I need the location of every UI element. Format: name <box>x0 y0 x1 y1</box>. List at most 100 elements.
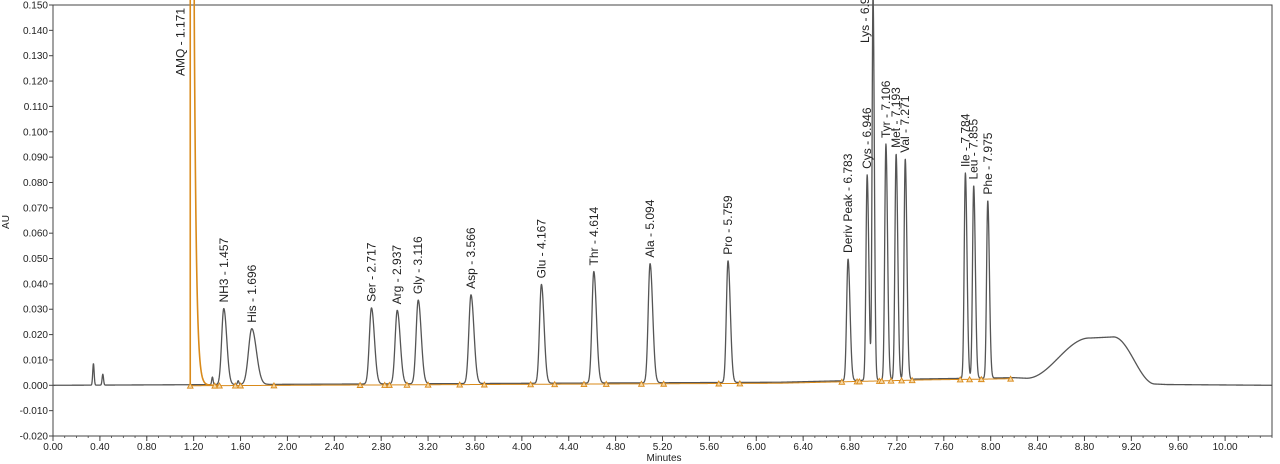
integration-marker <box>838 378 846 385</box>
peak-label: Met - 7.193 <box>889 87 903 148</box>
y-tick-label: 0.100 <box>23 127 48 138</box>
y-tick-label: 0.150 <box>23 1 48 12</box>
integration-marker <box>855 377 863 385</box>
y-tick-label: 0.090 <box>23 153 48 164</box>
y-tick-label: -0.020 <box>20 432 49 443</box>
peak-label: Glu - 4.167 <box>534 219 548 279</box>
x-tick-label: 8.80 <box>1075 442 1095 453</box>
peak-label: Ser - 2.717 <box>364 242 378 302</box>
y-axis-title: AU <box>1 215 12 229</box>
x-tick-label: 6.00 <box>747 442 767 453</box>
x-axis: 0.00 0.40 0.80 1.20 1.60 2.00 2.40 2.80 3.20 3.60… <box>43 436 1273 453</box>
integration-marker <box>186 382 194 389</box>
integration-marker <box>580 380 588 388</box>
peak-label: Pro - 5.759 <box>721 195 735 255</box>
integration-marker <box>977 375 985 383</box>
x-tick-label: 3.60 <box>465 442 485 453</box>
x-tick-label: 7.60 <box>934 442 954 453</box>
y-tick-label: -0.010 <box>20 406 49 417</box>
chromatogram-trace <box>52 0 1273 386</box>
y-tick-label: 0.020 <box>23 330 48 341</box>
y-tick-label: 0.140 <box>23 26 48 37</box>
y-tick-label: 0.080 <box>23 178 48 189</box>
integration-marker <box>898 376 906 384</box>
x-tick-label: 0.00 <box>43 442 63 453</box>
integration-marker <box>231 382 239 389</box>
integration-marker <box>385 381 393 388</box>
integration-marker <box>480 381 488 388</box>
integration-marker <box>908 376 916 384</box>
x-tick-label: 2.00 <box>278 442 298 453</box>
peak-label: Ala - 5.094 <box>643 199 657 257</box>
integration-marker <box>356 381 364 388</box>
integration-marker <box>956 375 964 383</box>
integration-marker <box>211 382 219 389</box>
integration-marker <box>551 380 559 388</box>
peak-label: Phe - 7.975 <box>981 132 995 194</box>
x-tick-label: 2.80 <box>371 442 391 453</box>
integration-marker <box>602 380 610 387</box>
x-tick-label: 8.40 <box>1028 442 1048 453</box>
peak-labels: AMQ - 1.171 NH3 - 1.457 His - 1.696 Ser - 2… <box>173 0 995 323</box>
integration-marker <box>270 381 278 389</box>
integration-baseline <box>190 378 1010 387</box>
y-tick-label: 0.060 <box>23 229 48 240</box>
integration-marker <box>878 377 886 384</box>
x-tick-label: 7.20 <box>887 442 907 453</box>
x-tick-label: 5.60 <box>700 442 720 453</box>
integration-marker <box>381 381 389 388</box>
integration-marker <box>456 381 464 388</box>
x-tick-label: 4.00 <box>512 442 532 453</box>
x-tick-label: 0.80 <box>137 442 157 453</box>
x-axis-title: Minutes <box>646 453 681 464</box>
integration-marker <box>887 377 895 384</box>
x-tick-label: 9.20 <box>1122 442 1142 453</box>
x-tick-label: 3.20 <box>418 442 438 453</box>
integration-marker <box>966 375 974 383</box>
y-tick-label: 0.050 <box>23 254 48 265</box>
integration-markers <box>186 375 1015 389</box>
integration-marker <box>660 380 668 387</box>
y-tick-label: 0.120 <box>23 77 48 88</box>
plot-frame <box>52 4 1273 437</box>
y-axis: 0.150 0.140 0.130 0.120 0.110 0.100 0.090 0.080… <box>20 1 53 443</box>
peak-label: Val - 7.271 <box>898 95 912 152</box>
peak-label: AMQ - 1.171 <box>173 8 187 76</box>
integration-marker <box>1007 375 1015 382</box>
x-tick-label: 5.20 <box>653 442 673 453</box>
peak-label: His - 1.696 <box>245 264 259 322</box>
peak-label: Cys - 6.946 <box>860 107 874 169</box>
peak-label: Ile - 7.784 <box>958 113 972 167</box>
plot-border <box>52 4 1273 437</box>
peak-label: Tyr - 7.106 <box>879 80 893 138</box>
x-tick-label: 1.20 <box>184 442 204 453</box>
x-tick-label: 10.00 <box>1213 442 1238 453</box>
y-tick-label: 0.030 <box>23 305 48 316</box>
y-tick-label: 0.070 <box>23 203 48 214</box>
y-tick-label: 0.010 <box>23 355 48 366</box>
x-tick-label: 1.60 <box>231 442 251 453</box>
y-tick-label: 0.000 <box>23 381 48 392</box>
integration-marker <box>715 380 723 387</box>
y-tick-label: 0.040 <box>23 279 48 290</box>
peak-label: Deriv Peak - 6.783 <box>841 153 855 253</box>
integration-marker <box>637 380 645 387</box>
y-tick-label: 0.130 <box>23 51 48 62</box>
peak-label: NH3 - 1.457 <box>217 237 231 302</box>
integration-marker <box>236 382 245 389</box>
integration-marker <box>403 381 411 388</box>
y-tick-label: 0.110 <box>24 102 49 113</box>
integration-marker <box>736 379 744 387</box>
peak-label: Arg - 2.937 <box>390 245 404 305</box>
x-tick-label: 0.40 <box>90 442 110 453</box>
peak-label: Lys - 6.996 <box>858 0 872 43</box>
x-tick-label: 2.40 <box>325 442 345 453</box>
peak-label: Leu - 7.855 <box>967 119 981 180</box>
peak-label: Asp - 3.566 <box>464 227 478 289</box>
x-tick-label: 8.00 <box>981 442 1001 453</box>
integration-marker <box>527 380 535 388</box>
x-tick-label: 6.80 <box>840 442 860 453</box>
amq-peak-trace <box>189 0 220 387</box>
integration-marker <box>215 382 224 389</box>
